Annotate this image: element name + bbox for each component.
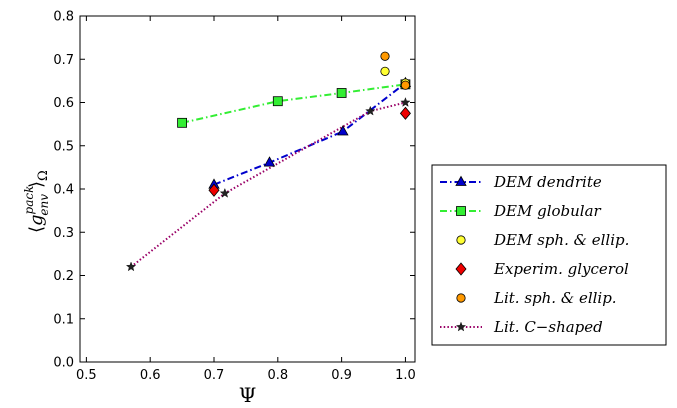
data-point bbox=[400, 80, 411, 90]
data-point bbox=[399, 106, 411, 120]
legend-marker bbox=[455, 175, 467, 186]
y-label-omega: Ω bbox=[36, 170, 51, 181]
data-point bbox=[400, 97, 411, 107]
legend-label: DEM dendrite bbox=[493, 173, 602, 191]
y-tick-label: 0.0 bbox=[53, 356, 74, 371]
legend: DEM dendrite DEM globular DEM sph. & ellip… bbox=[431, 164, 667, 346]
data-point bbox=[125, 261, 137, 272]
y-label-superscript: pack bbox=[22, 186, 36, 215]
y-label-subscript: env bbox=[37, 194, 51, 216]
plot-area: 0.5 0.6 0.7 0.8 0.9 1.0 0.0 0.1 0.2 0.3 0.4 0.5 0.6 0… bbox=[53, 10, 415, 384]
legend-marker bbox=[455, 262, 467, 276]
x-tick-label: 0.8 bbox=[267, 368, 288, 383]
x-tick-label: 1.0 bbox=[395, 368, 416, 383]
legend-marker bbox=[456, 206, 466, 216]
x-tick-label: 0.6 bbox=[140, 368, 161, 383]
y-tick-label: 0.2 bbox=[53, 269, 74, 284]
x-tick-label: 0.9 bbox=[331, 368, 352, 383]
y-tick-label: 0.8 bbox=[53, 10, 74, 25]
x-tick-label: 0.7 bbox=[204, 368, 225, 383]
y-tick-label: 0.6 bbox=[53, 96, 74, 111]
data-point bbox=[380, 51, 390, 61]
y-label-bracket-close: ⟩ bbox=[26, 181, 47, 188]
y-axis-label: ⟨gpackenv ⟩Ω bbox=[22, 170, 51, 233]
y-tick-label: 0.5 bbox=[53, 139, 74, 154]
plot-frame bbox=[79, 15, 416, 363]
data-point bbox=[337, 125, 349, 136]
data-point bbox=[272, 96, 283, 107]
y-tick-label: 0.1 bbox=[53, 312, 74, 327]
data-point bbox=[365, 105, 376, 116]
x-tick-label: 0.5 bbox=[76, 368, 97, 383]
y-tick-label: 0.3 bbox=[53, 226, 74, 241]
y-tick-label: 0.4 bbox=[53, 183, 74, 198]
x-axis-label: Ψ bbox=[239, 383, 257, 407]
legend-label: DEM sph. & ellip. bbox=[493, 231, 629, 249]
data-point bbox=[177, 117, 187, 128]
legend-marker bbox=[455, 321, 467, 332]
legend-label: Experim. glycerol bbox=[493, 260, 629, 278]
data-point bbox=[263, 156, 276, 167]
y-label-bracket-open: ⟨ bbox=[26, 226, 47, 233]
series-line bbox=[130, 101, 406, 268]
data-point bbox=[208, 183, 220, 197]
legend-label: DEM globular bbox=[493, 202, 602, 220]
legend-box bbox=[431, 164, 667, 346]
series-line bbox=[213, 82, 407, 186]
series-line bbox=[181, 83, 406, 124]
data-point bbox=[219, 187, 230, 198]
y-label-symbol: g bbox=[26, 214, 47, 226]
legend-marker bbox=[456, 235, 466, 245]
svg-text:⟨gpackenv⟩Ω: ⟨gpackenv ⟩Ω bbox=[22, 170, 51, 233]
legend-marker bbox=[456, 293, 466, 303]
y-tick-label: 0.7 bbox=[53, 53, 74, 68]
legend-label: Lit. C−shaped bbox=[493, 318, 603, 336]
data-point bbox=[380, 66, 390, 76]
legend-label: Lit. sph. & ellip. bbox=[493, 289, 617, 307]
data-point bbox=[336, 88, 347, 98]
